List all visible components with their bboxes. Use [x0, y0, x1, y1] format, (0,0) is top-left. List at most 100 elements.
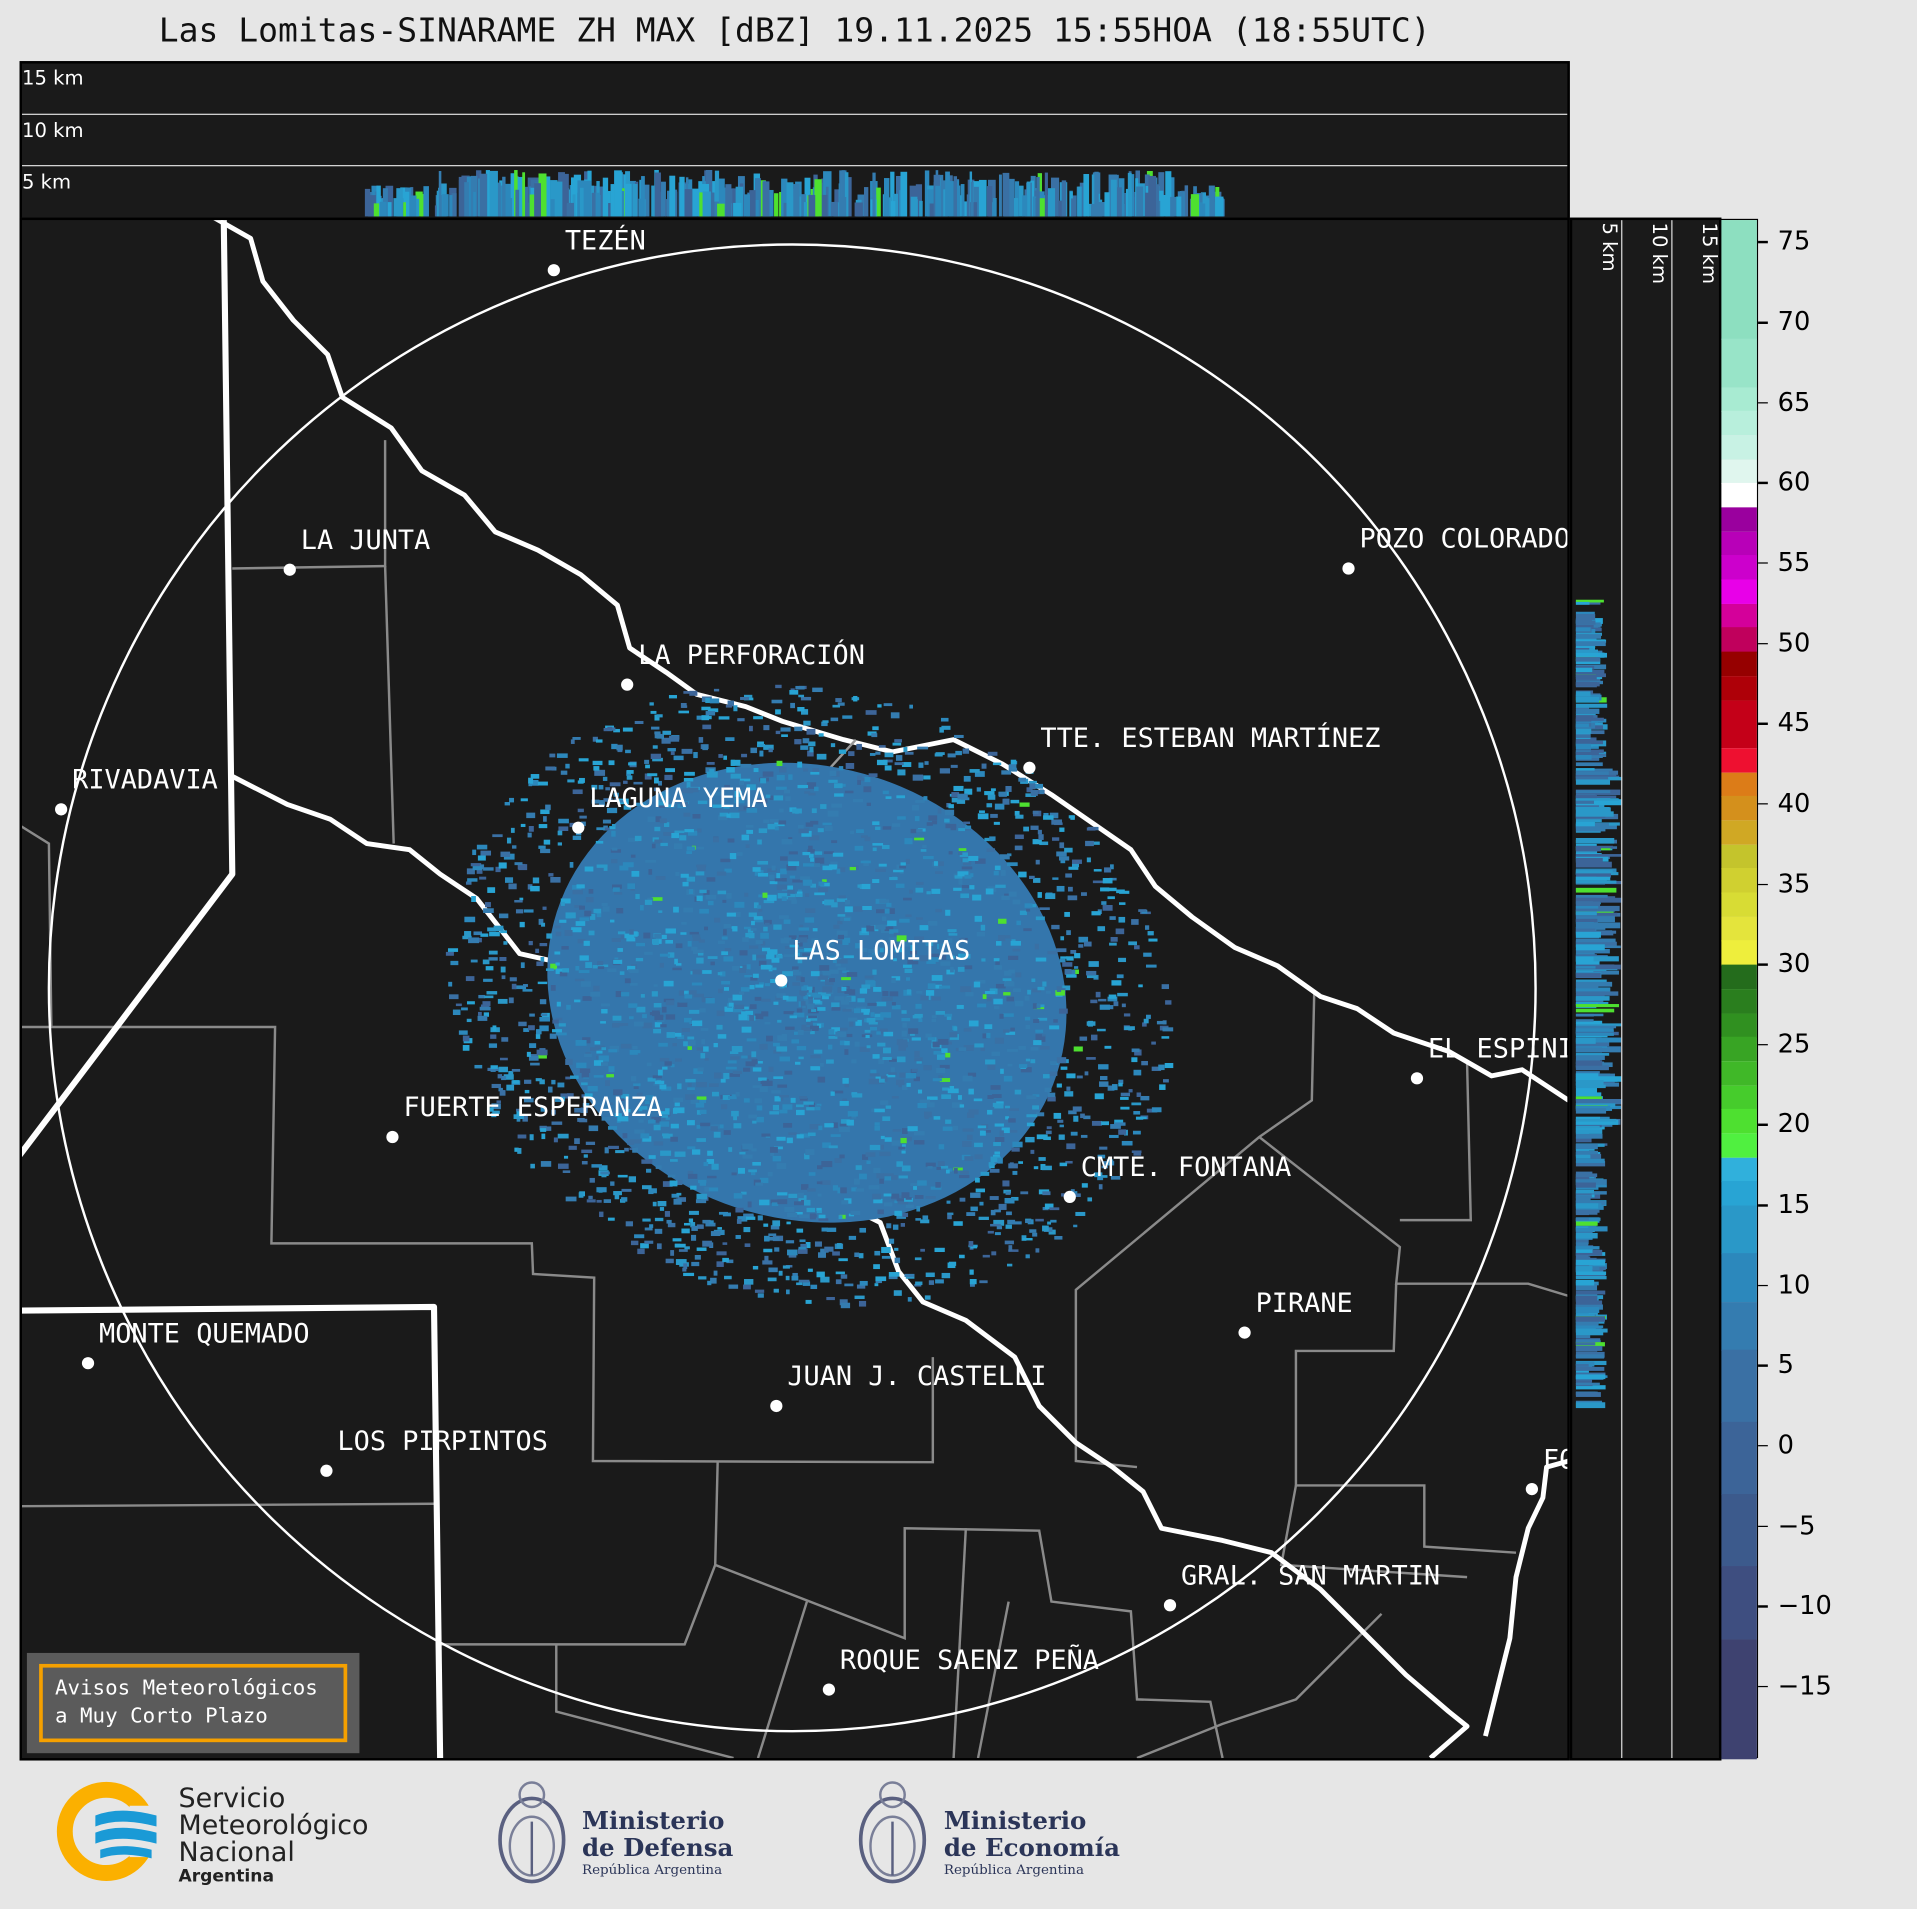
echo-pixel	[1008, 768, 1018, 772]
echo-pixel	[792, 982, 800, 986]
echo-pixel	[866, 1160, 871, 1165]
echo-pixel	[1575, 675, 1597, 680]
echo-pixel	[543, 1126, 552, 1131]
echo-pixel	[909, 950, 918, 955]
echo-pixel	[1116, 974, 1124, 979]
nowcasting-warnings-link[interactable]: Avisos Meteorológicos a Muy Corto Plazo	[39, 1663, 348, 1743]
colorbar-band	[1721, 1037, 1757, 1062]
echo-pixel	[489, 1107, 494, 1112]
echo-pixel	[691, 1261, 700, 1267]
echo-pixel	[796, 891, 803, 895]
echo-pixel	[576, 884, 585, 889]
echo-pixel	[603, 1199, 612, 1203]
echo-pixel	[1080, 1134, 1088, 1138]
echo-pixel	[677, 1083, 682, 1090]
echo-pixel	[716, 1010, 725, 1017]
echo-pixel	[403, 191, 410, 217]
echo-pixel	[713, 791, 722, 796]
echo-pixel	[835, 1279, 842, 1285]
echo-pixel	[754, 1013, 764, 1020]
echo-pixel	[1018, 1064, 1028, 1068]
city-label: CMTE. FONTANA	[1080, 1152, 1292, 1184]
echo-pixel	[464, 916, 476, 923]
echo-pixel	[828, 1029, 835, 1035]
echo-pixel	[968, 1109, 979, 1115]
echo-pixel	[1128, 941, 1138, 946]
echo-pixel	[758, 894, 763, 898]
echo-pixel	[555, 931, 562, 937]
echo-pixel	[1205, 198, 1210, 217]
echo-pixel	[772, 1042, 780, 1047]
echo-pixel	[757, 798, 768, 804]
echo-pixel	[771, 957, 780, 963]
echo-pixel	[579, 917, 590, 922]
echo-pixel	[1078, 944, 1084, 948]
echo-pixel	[602, 177, 609, 217]
echo-pixel	[610, 849, 622, 853]
echo-pixel	[698, 1276, 707, 1280]
echo-pixel	[1128, 1089, 1133, 1093]
echo-pixel	[1035, 957, 1047, 962]
echo-pixel	[447, 948, 459, 952]
colorbar-tick-label: 70	[1777, 306, 1811, 337]
echo-pixel	[678, 710, 690, 714]
ministry-text: Ministerio	[581, 1805, 725, 1836]
colorbar-band	[1721, 1253, 1757, 1303]
notice-panel[interactable]: Avisos Meteorológicos a Muy Corto Plazo	[26, 1652, 360, 1754]
echo-pixel	[1015, 972, 1022, 978]
echo-pixel	[565, 1196, 577, 1202]
echo-pixel	[840, 1302, 851, 1309]
echo-pixel	[652, 1201, 657, 1207]
echo-pixel	[1047, 1096, 1056, 1102]
echo-pixel	[696, 1124, 701, 1129]
echo-pixel	[604, 827, 610, 831]
echo-pixel	[513, 1114, 524, 1120]
echo-pixel	[1101, 1121, 1110, 1126]
echo-pixel	[756, 1116, 764, 1123]
echo-pixel	[925, 1033, 932, 1038]
echo-pixel	[914, 829, 923, 832]
echo-pixel	[766, 1035, 773, 1042]
echo-pixel	[473, 191, 476, 217]
echo-pixel	[702, 191, 711, 217]
echo-pixel	[791, 971, 802, 975]
echo-pixel	[816, 1210, 822, 1214]
echo-pixel	[1575, 1160, 1606, 1167]
echo-pixel	[1011, 939, 1016, 942]
echo-pixel	[642, 1022, 653, 1029]
echo-pixel	[833, 1122, 838, 1129]
echo-pixel	[567, 779, 575, 783]
echo-pixel	[624, 1109, 631, 1113]
echo-pixel	[1008, 178, 1015, 217]
echo-pixel	[810, 971, 820, 977]
echo-pixel	[873, 986, 882, 992]
echo-pixel	[788, 774, 793, 780]
echo-pixel	[789, 875, 796, 879]
echo-pixel	[729, 853, 737, 860]
echo-pixel	[1018, 1161, 1024, 1164]
echo-pixel	[1042, 1074, 1050, 1079]
echo-pixel	[982, 994, 987, 999]
echo-pixel	[1102, 878, 1113, 884]
echo-pixel	[838, 1258, 848, 1262]
colorbar-tick	[1758, 1525, 1768, 1528]
echo-pixel	[601, 1047, 607, 1051]
echo-pixel	[654, 839, 663, 844]
echo-pixel	[607, 1145, 619, 1149]
city-marker	[1342, 562, 1355, 575]
echo-pixel	[613, 892, 623, 895]
echo-pixel	[768, 874, 775, 880]
echo-pixel	[953, 1167, 963, 1171]
echo-pixel	[987, 1230, 994, 1234]
echo-pixel	[754, 870, 764, 876]
echo-pixel	[800, 1184, 809, 1190]
radar-map[interactable]: TEZÉN LA JUNTA POZO COLORADO LA PERFORACIÓN…	[19, 217, 1570, 1761]
echo-pixel	[683, 777, 694, 782]
echo-pixel	[1114, 1119, 1124, 1125]
echo-pixel	[594, 769, 606, 776]
echo-pixel	[839, 1126, 850, 1133]
echo-pixel	[450, 960, 459, 966]
echo-pixel	[832, 704, 841, 708]
echo-pixel	[1575, 627, 1591, 632]
echo-pixel	[1575, 1098, 1623, 1105]
